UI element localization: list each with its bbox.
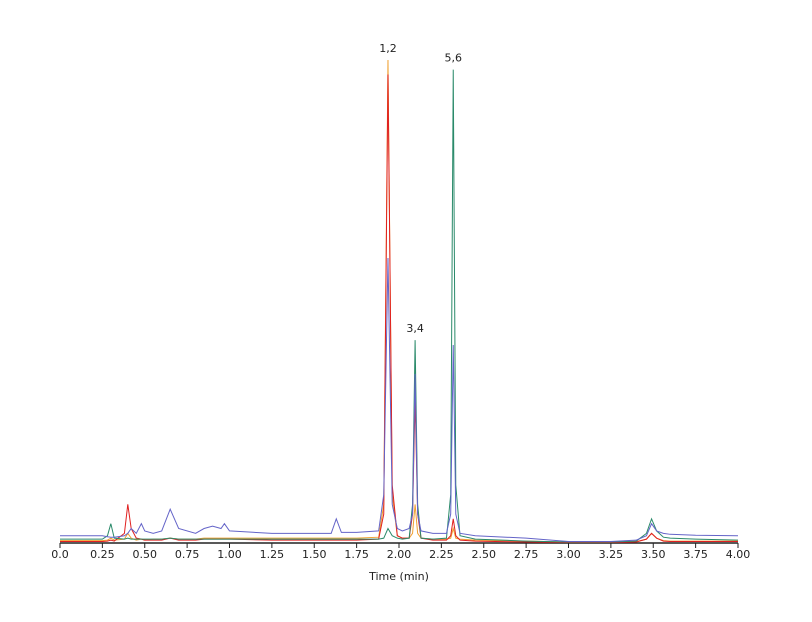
x-tick-label: 1.75 [344, 548, 369, 561]
x-tick-label: 2.50 [472, 548, 497, 561]
x-tick-label: 0.75 [175, 548, 200, 561]
x-axis-label: Time (min) [368, 570, 429, 583]
x-tick-label: 3.25 [599, 548, 624, 561]
trace [60, 59, 738, 543]
trace [60, 69, 739, 543]
x-tick-label: 1.25 [260, 548, 285, 561]
x-tick-label: 4.00 [726, 548, 751, 561]
x-tick-label: 3.50 [641, 548, 666, 561]
peak-label: 5,6 [444, 52, 462, 65]
trace [60, 258, 739, 543]
x-tick-label: 1.50 [302, 548, 327, 561]
x-tick-label: 3.75 [683, 548, 708, 561]
x-tick-label: 0.25 [90, 548, 115, 561]
x-tick-label: 1.00 [217, 548, 242, 561]
x-tick-label: 2.00 [387, 548, 412, 561]
x-tick-label: 2.25 [429, 548, 454, 561]
peak-label: 1,2 [379, 42, 397, 55]
x-tick-label: 3.00 [556, 548, 581, 561]
x-tick-label: 0.50 [133, 548, 158, 561]
trace [60, 74, 738, 544]
x-tick-label: 2.75 [514, 548, 539, 561]
peak-label: 3,4 [406, 322, 424, 335]
x-tick-label: 0.0 [51, 548, 69, 561]
